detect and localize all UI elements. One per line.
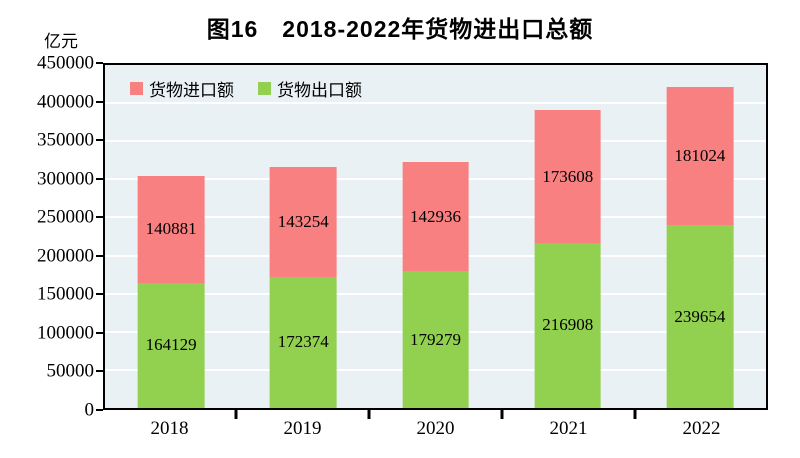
bar-value-label: 142936 <box>410 206 461 226</box>
y-axis-tickmarks <box>96 62 103 411</box>
y-tick-label: 250000 <box>37 206 94 228</box>
bar-2020: 142936 179279 <box>402 65 469 408</box>
legend-item-export: 货物出口额 <box>258 76 362 101</box>
y-axis-labels: 0 50000 100000 150000 200000 250000 300000 3500… <box>0 54 95 420</box>
bar-2018: 140881 164129 <box>137 65 205 408</box>
plot-area: 货物进口额 货物出口额 140881 164129 143254 172374 1429… <box>103 63 768 410</box>
x-tick-mark <box>633 410 637 419</box>
bar-segment-export: 239654 <box>666 225 734 408</box>
y-tick-label: 300000 <box>37 168 94 190</box>
bar-value-label: 239654 <box>674 306 726 326</box>
bar-2021: 173608 216908 <box>534 65 602 408</box>
y-tick-mark <box>96 177 103 180</box>
x-tick-mark <box>234 410 238 419</box>
y-tick-mark <box>96 100 103 103</box>
bar-segment-import: 181024 <box>666 87 734 226</box>
x-tick-label: 2022 <box>682 418 721 439</box>
bar-value-label: 164129 <box>145 335 197 355</box>
bar-segment-export: 164129 <box>137 282 205 408</box>
bar-value-label: 179279 <box>410 329 461 349</box>
y-tick-mark <box>96 409 103 411</box>
legend: 货物进口额 货物出口额 <box>130 76 362 101</box>
y-tick-label: 100000 <box>37 322 94 344</box>
bar-value-label: 173608 <box>542 166 594 186</box>
legend-swatch-import-icon <box>130 82 143 95</box>
y-tick-mark <box>96 62 103 64</box>
gridline <box>105 102 766 105</box>
x-tick-label: 2021 <box>549 418 588 439</box>
x-tick-label: 2019 <box>283 418 322 439</box>
x-tick-mark <box>367 410 371 419</box>
legend-swatch-export-icon <box>258 82 271 95</box>
y-axis-unit-label: 亿元 <box>44 32 78 51</box>
bar-value-label: 181024 <box>674 146 726 166</box>
bar-segment-import: 173608 <box>534 110 602 243</box>
y-tick-label: 200000 <box>37 245 94 267</box>
y-tick-label: 0 <box>84 399 95 421</box>
legend-item-import: 货物进口额 <box>130 76 234 101</box>
bar-segment-import: 140881 <box>137 175 205 283</box>
y-tick-mark <box>96 139 103 142</box>
x-tick-label: 2020 <box>416 418 455 439</box>
bar-2022: 181024 239654 <box>666 65 734 408</box>
y-tick-label: 150000 <box>37 283 94 305</box>
bar-value-label: 140881 <box>145 219 197 239</box>
bar-segment-export: 172374 <box>269 276 337 408</box>
bar-value-label: 143254 <box>277 212 329 232</box>
y-tick-label: 400000 <box>37 91 94 113</box>
legend-label-import: 货物进口额 <box>149 81 234 100</box>
chart-title: 图16 2018-2022年货物进出口总额 <box>206 16 594 42</box>
legend-label-export: 货物出口额 <box>277 81 362 100</box>
x-axis-labels: 2018 2019 2020 2021 2022 <box>103 419 768 445</box>
bar-value-label: 216908 <box>542 315 594 335</box>
y-tick-label: 350000 <box>37 129 94 151</box>
x-tick-label: 2018 <box>150 418 189 439</box>
bar-segment-export: 179279 <box>402 271 469 408</box>
gridline <box>105 140 766 143</box>
y-tick-mark <box>96 254 103 257</box>
bar-value-label: 172374 <box>277 332 329 352</box>
y-tick-mark <box>96 331 103 334</box>
y-tick-mark <box>96 216 103 219</box>
bar-2019: 143254 172374 <box>269 65 337 408</box>
y-tick-mark <box>96 293 103 296</box>
bar-segment-export: 216908 <box>534 242 602 408</box>
x-axis-tickmarks <box>103 410 768 419</box>
bar-segment-import: 142936 <box>402 162 469 272</box>
bar-segment-import: 143254 <box>269 167 337 277</box>
x-tick-mark <box>500 410 504 419</box>
y-tick-label: 450000 <box>37 52 94 74</box>
y-tick-mark <box>96 370 103 373</box>
y-tick-label: 50000 <box>46 360 95 382</box>
